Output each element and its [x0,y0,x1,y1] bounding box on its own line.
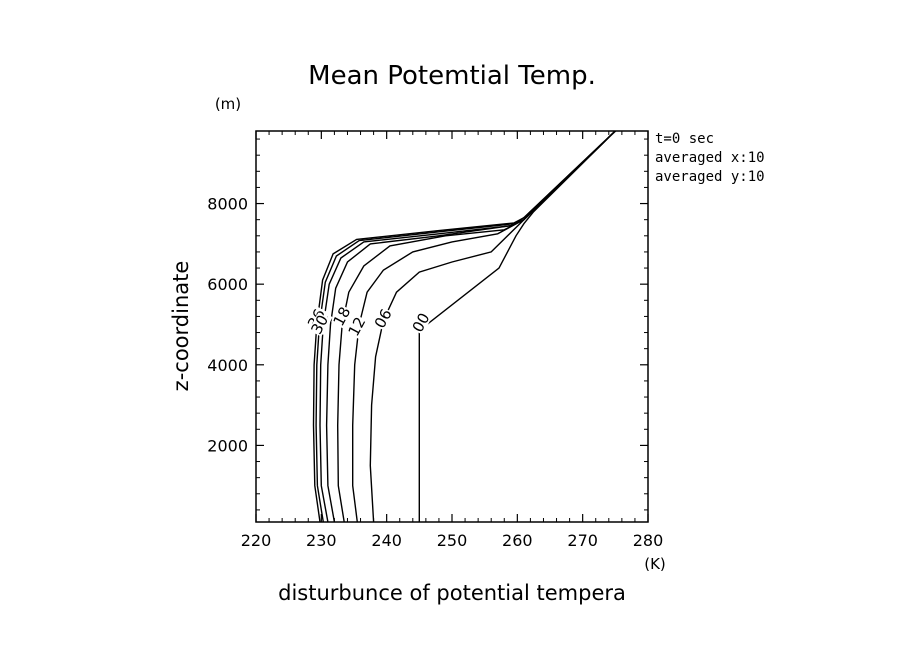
contour-label-00: 00 [409,310,434,335]
y-tick-label: 4000 [207,356,248,375]
x-tick-label: 220 [241,531,272,550]
x-unit-label: (K) [644,555,666,573]
contour-line-12 [352,130,616,523]
contour-label-text: 06 [371,306,396,331]
contour-label-06: 06 [371,306,396,331]
x-tick-label: 270 [567,531,598,550]
contour-line-00 [418,130,616,522]
curve-group [312,130,616,523]
x-tick-label: 280 [633,531,664,550]
contour-line-06 [369,130,616,523]
contour-line-42 [312,130,616,523]
x-tick-label: 260 [502,531,533,550]
contour-label-text: 00 [409,310,434,335]
chart-title: Mean Potemtial Temp. [308,61,596,91]
time-annotation: t=0 sec [655,131,714,147]
x-tick-label: 240 [371,531,402,550]
y-unit-label: (m) [215,95,241,113]
contour-label-backing [346,314,368,339]
y-axis-label: z-coordinate [169,261,193,392]
y-tick-label: 8000 [207,195,248,214]
y-tick-label: 6000 [207,275,248,294]
x-average-annotation: averaged x:10 [655,150,765,166]
y-average-annotation: averaged y:10 [655,169,765,185]
contour-label-backing [308,312,331,337]
x-axis-label: disturbunce of potential tempera [278,581,626,605]
axis-ticks: 220 230 240 250 260 270 280 2000 4000 6000 8000 [207,131,663,550]
contour-label-backing [372,306,395,331]
x-tick-label: 250 [437,531,468,550]
contour-line-18 [336,130,616,523]
contour-label-backing [410,310,432,335]
contour-label-backing [331,304,353,329]
y-tick-label: 2000 [207,436,248,455]
contour-label-group: 0006121824423630 [304,304,434,339]
x-tick-label: 230 [306,531,337,550]
